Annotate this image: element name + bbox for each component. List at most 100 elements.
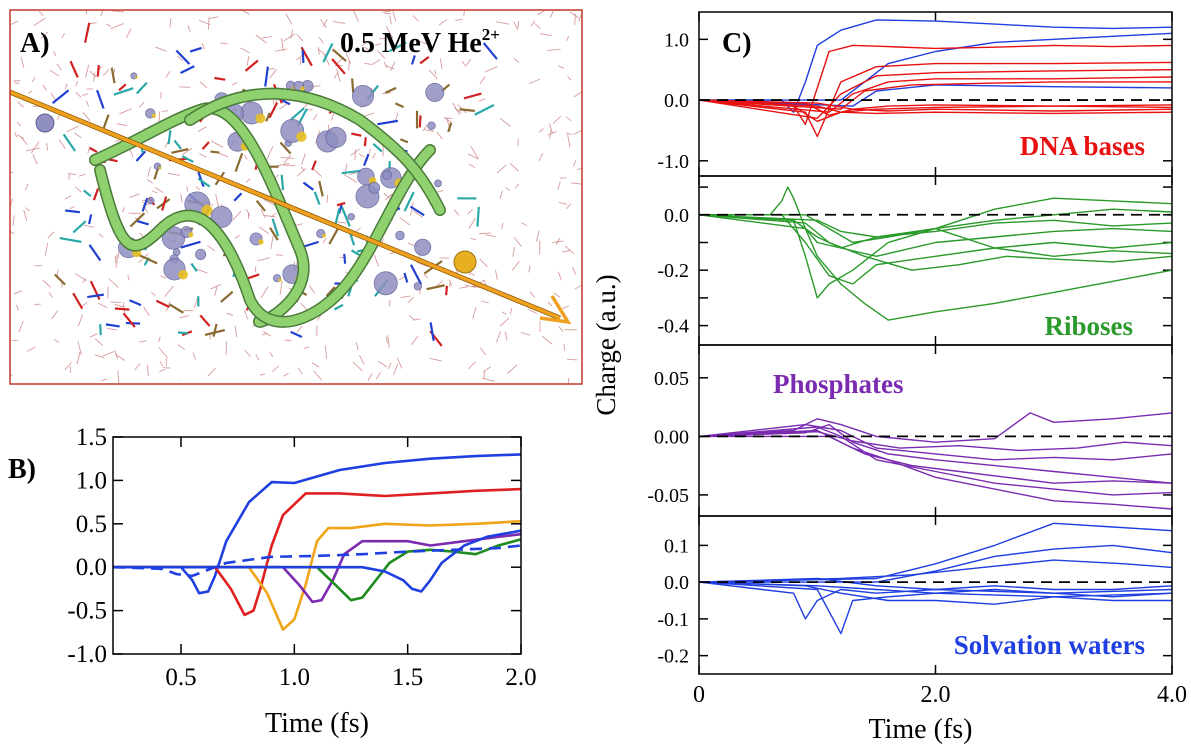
atom-stick xyxy=(363,137,367,147)
water-molecule xyxy=(117,370,120,384)
water-molecule xyxy=(199,153,207,158)
water-molecule xyxy=(25,147,40,152)
water-molecule xyxy=(106,23,112,27)
water-molecule xyxy=(364,46,372,52)
density-blob-positive xyxy=(158,166,162,170)
water-molecule xyxy=(244,310,249,320)
water-molecule xyxy=(283,33,296,42)
water-molecule xyxy=(424,129,435,132)
atom-stick xyxy=(340,206,351,227)
x-tick-label: 0 xyxy=(693,682,705,708)
water-molecule xyxy=(260,208,266,218)
water-molecule xyxy=(232,210,242,221)
water-molecule xyxy=(455,18,463,22)
density-blob-positive xyxy=(188,232,194,238)
series-line xyxy=(113,487,521,617)
water-molecule xyxy=(540,33,552,37)
atom-stick xyxy=(409,264,423,285)
water-molecule xyxy=(383,192,390,199)
atom-stick xyxy=(279,141,292,155)
series-group xyxy=(113,453,521,631)
water-molecule xyxy=(53,339,60,343)
water-molecule xyxy=(125,28,132,39)
water-molecule xyxy=(549,129,552,139)
water-molecule xyxy=(283,372,289,377)
water-molecule xyxy=(75,92,82,98)
water-molecule xyxy=(459,286,469,289)
water-molecule xyxy=(94,354,105,359)
water-molecule xyxy=(468,361,476,370)
y-axis-label: Charge (a.u.) xyxy=(591,274,621,415)
ion-density xyxy=(453,250,477,274)
atom-stick xyxy=(137,253,158,265)
atom-stick xyxy=(384,86,397,94)
water-molecule xyxy=(461,60,466,66)
water-molecule xyxy=(77,341,82,356)
series-line xyxy=(699,186,1172,249)
water-molecule xyxy=(392,10,397,22)
water-molecule xyxy=(87,146,91,154)
water-molecule xyxy=(275,48,288,52)
water-molecule xyxy=(66,125,79,133)
water-molecule xyxy=(344,174,358,183)
atom-stick xyxy=(264,66,269,87)
water-molecule xyxy=(573,91,582,98)
water-molecule xyxy=(100,378,108,382)
water-molecule xyxy=(192,352,196,360)
x-tick-label: 1.5 xyxy=(392,664,423,691)
series-line xyxy=(113,453,521,595)
water-molecule xyxy=(280,157,295,159)
atom-stick xyxy=(181,155,194,163)
water-molecule xyxy=(537,10,545,16)
water-molecule xyxy=(318,49,328,57)
water-molecule xyxy=(434,69,437,75)
water-molecule xyxy=(269,352,274,358)
water-molecule xyxy=(549,10,554,19)
y-tick-label: 0.0 xyxy=(664,205,689,227)
water-molecule xyxy=(245,178,251,183)
water-molecule xyxy=(371,59,381,66)
ion-trajectory xyxy=(10,90,561,320)
water-molecule xyxy=(354,149,356,161)
water-molecule xyxy=(385,65,395,70)
water-molecule xyxy=(214,286,218,296)
water-molecule xyxy=(387,335,390,348)
water-molecule xyxy=(12,215,15,227)
water-molecule xyxy=(143,306,150,316)
water-molecule xyxy=(82,93,88,96)
water-molecule xyxy=(355,342,359,351)
atom-stick xyxy=(135,81,148,95)
series-line xyxy=(699,581,1172,605)
water-molecule xyxy=(64,362,72,371)
panel-c-label: C) xyxy=(722,28,752,59)
series-line xyxy=(699,44,1172,126)
water-molecule xyxy=(572,266,577,275)
water-molecule xyxy=(509,308,513,315)
water-molecule xyxy=(74,132,82,139)
water-molecule xyxy=(100,10,104,17)
water-molecule xyxy=(50,92,57,102)
water-molecule xyxy=(47,231,55,239)
atom-stick xyxy=(129,212,146,228)
water-molecule xyxy=(159,361,164,367)
water-molecule xyxy=(24,183,29,191)
water-molecule xyxy=(234,325,238,338)
water-molecule xyxy=(86,100,90,107)
water-molecule xyxy=(195,268,208,274)
series-label: DNA bases xyxy=(1020,131,1145,161)
atom-stick xyxy=(474,104,495,116)
water-molecule xyxy=(373,254,379,267)
water-molecule xyxy=(116,123,127,127)
atom-stick xyxy=(65,209,81,214)
water-molecule xyxy=(97,302,108,309)
atom-stick xyxy=(318,180,324,197)
water-molecule xyxy=(318,36,325,44)
x-axis-label: Time (fs) xyxy=(265,708,369,739)
water-molecule xyxy=(553,292,561,298)
water-molecule xyxy=(534,23,541,30)
atom-stick xyxy=(54,273,66,286)
water-molecule xyxy=(296,33,304,42)
y-tick-label: 1.0 xyxy=(76,467,107,494)
water-molecule xyxy=(364,62,372,65)
density-blob-positive xyxy=(151,113,157,118)
